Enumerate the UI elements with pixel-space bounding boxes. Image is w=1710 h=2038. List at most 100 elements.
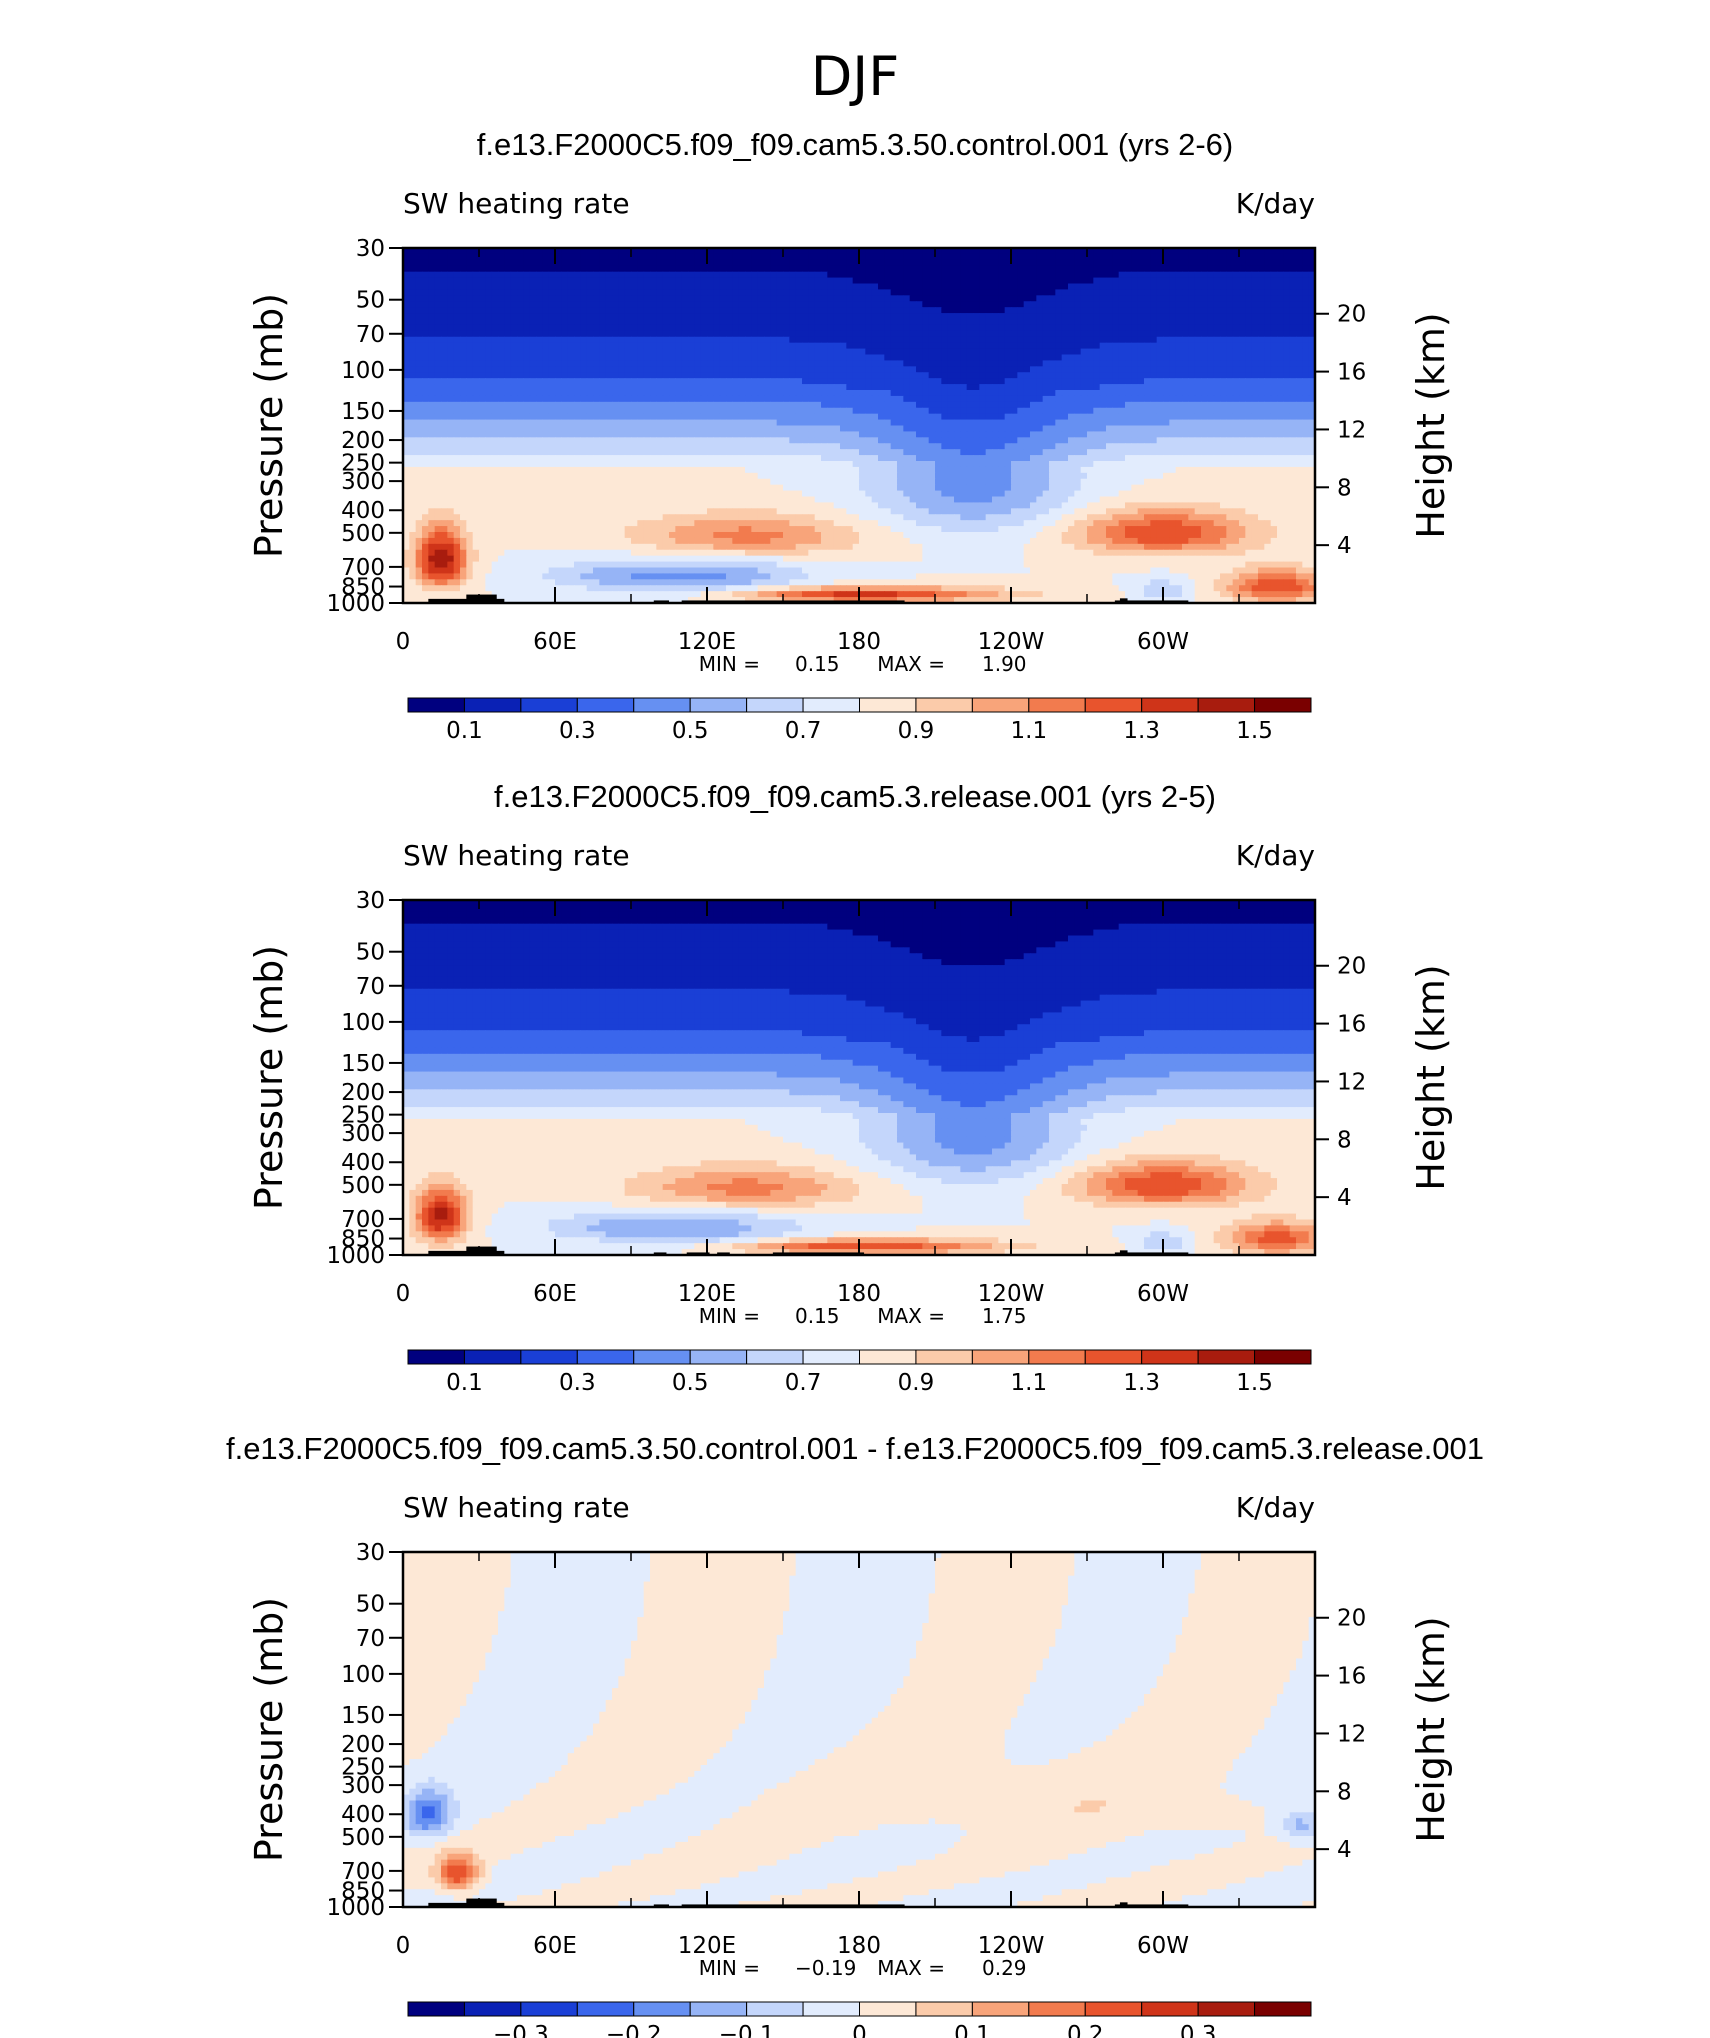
contour-cell bbox=[637, 260, 644, 267]
contour-cell bbox=[574, 396, 581, 403]
contour-cell bbox=[1100, 313, 1107, 320]
contour-cell bbox=[815, 301, 822, 308]
contour-cell bbox=[1005, 384, 1012, 391]
contour-cell bbox=[580, 331, 587, 338]
contour-cell bbox=[1005, 420, 1012, 427]
contour-cell bbox=[1252, 396, 1259, 403]
contour-cell bbox=[891, 301, 898, 308]
contour-cell bbox=[1277, 295, 1284, 302]
contour-cell bbox=[1055, 372, 1062, 379]
contour-cell bbox=[1245, 254, 1252, 261]
contour-cell bbox=[1195, 408, 1202, 415]
contour-cell bbox=[498, 396, 505, 403]
contour-cell bbox=[916, 307, 923, 314]
contour-cell bbox=[580, 313, 587, 320]
contour-cell bbox=[1106, 254, 1113, 261]
contour-cell bbox=[1271, 307, 1278, 314]
contour-cell bbox=[878, 260, 885, 267]
contour-cell bbox=[739, 301, 746, 308]
contour-cell bbox=[669, 384, 676, 391]
contour-cell bbox=[650, 343, 657, 350]
contour-cell bbox=[701, 390, 708, 397]
contour-cell bbox=[992, 331, 999, 338]
contour-cell bbox=[1055, 313, 1062, 320]
contour-cell bbox=[973, 396, 980, 403]
contour-cell bbox=[1220, 325, 1227, 332]
contour-cell bbox=[789, 254, 796, 261]
contour-cell bbox=[1150, 378, 1157, 385]
contour-cell bbox=[466, 254, 473, 261]
contour-cell bbox=[1093, 325, 1100, 332]
contour-cell bbox=[1112, 349, 1119, 356]
chart-panel-1: f.e13.F2000C5.f09_f09.cam5.3.50.control.… bbox=[247, 127, 1453, 744]
contour-cell bbox=[1290, 254, 1297, 261]
contour-cell bbox=[891, 355, 898, 362]
contour-cell bbox=[1062, 325, 1069, 332]
contour-cell bbox=[454, 307, 461, 314]
contour-cell bbox=[846, 384, 853, 391]
contour-cell bbox=[1024, 420, 1031, 427]
contour-cell bbox=[853, 390, 860, 397]
contour-cell bbox=[751, 366, 758, 373]
contour-cell bbox=[941, 420, 948, 427]
contour-cell bbox=[1049, 366, 1056, 373]
contour-cell bbox=[998, 343, 1005, 350]
contour-cell bbox=[656, 349, 663, 356]
contour-cell bbox=[504, 366, 511, 373]
contour-cell bbox=[574, 390, 581, 397]
contour-cell bbox=[998, 272, 1005, 279]
contour-cell bbox=[580, 349, 587, 356]
contour-cell bbox=[764, 426, 771, 433]
contour-cell bbox=[808, 390, 815, 397]
contour-cell bbox=[1239, 331, 1246, 338]
contour-cell bbox=[910, 289, 917, 296]
contour-cell bbox=[625, 384, 632, 391]
contour-cell bbox=[891, 266, 898, 273]
contour-cell bbox=[827, 254, 834, 261]
contour-cell bbox=[612, 343, 619, 350]
contour-cell bbox=[713, 360, 720, 367]
contour-cell bbox=[935, 384, 942, 391]
contour-cell bbox=[1258, 366, 1265, 373]
contour-cell bbox=[1252, 349, 1259, 356]
contour-cell bbox=[802, 360, 809, 367]
contour-cell bbox=[1043, 272, 1050, 279]
contour-cell bbox=[1030, 272, 1037, 279]
contour-cell bbox=[1233, 366, 1240, 373]
contour-cell bbox=[713, 390, 720, 397]
contour-cell bbox=[1176, 260, 1183, 267]
contour-cell bbox=[1100, 402, 1107, 409]
contour-cell bbox=[922, 260, 929, 267]
contour-cell bbox=[688, 260, 695, 267]
contour-cell bbox=[473, 278, 480, 285]
contour-cell bbox=[910, 426, 917, 433]
contour-cell bbox=[517, 260, 524, 267]
contour-cell bbox=[492, 337, 499, 344]
contour-cell bbox=[416, 284, 423, 291]
contour-cell bbox=[846, 307, 853, 314]
contour-cell bbox=[549, 378, 556, 385]
contour-cell bbox=[979, 337, 986, 344]
contour-cell bbox=[967, 390, 974, 397]
contour-cell bbox=[1030, 331, 1037, 338]
contour-cell bbox=[530, 272, 537, 279]
contour-cell bbox=[441, 360, 448, 367]
contour-cell bbox=[517, 278, 524, 285]
contour-cell bbox=[1150, 349, 1157, 356]
contour-cell bbox=[1131, 366, 1138, 373]
contour-cell bbox=[834, 378, 841, 385]
contour-cell bbox=[922, 289, 929, 296]
contour-cell bbox=[523, 378, 530, 385]
contour-cell bbox=[1220, 349, 1227, 356]
contour-cell bbox=[447, 313, 454, 320]
contour-cell bbox=[872, 272, 879, 279]
contour-cell bbox=[910, 337, 917, 344]
contour-cell bbox=[1062, 295, 1069, 302]
contour-cell bbox=[675, 319, 682, 326]
contour-cell bbox=[1271, 266, 1278, 273]
contour-cell bbox=[865, 289, 872, 296]
contour-cell bbox=[536, 254, 543, 261]
contour-cell bbox=[827, 372, 834, 379]
contour-cell bbox=[479, 408, 486, 415]
contour-cell bbox=[935, 278, 942, 285]
